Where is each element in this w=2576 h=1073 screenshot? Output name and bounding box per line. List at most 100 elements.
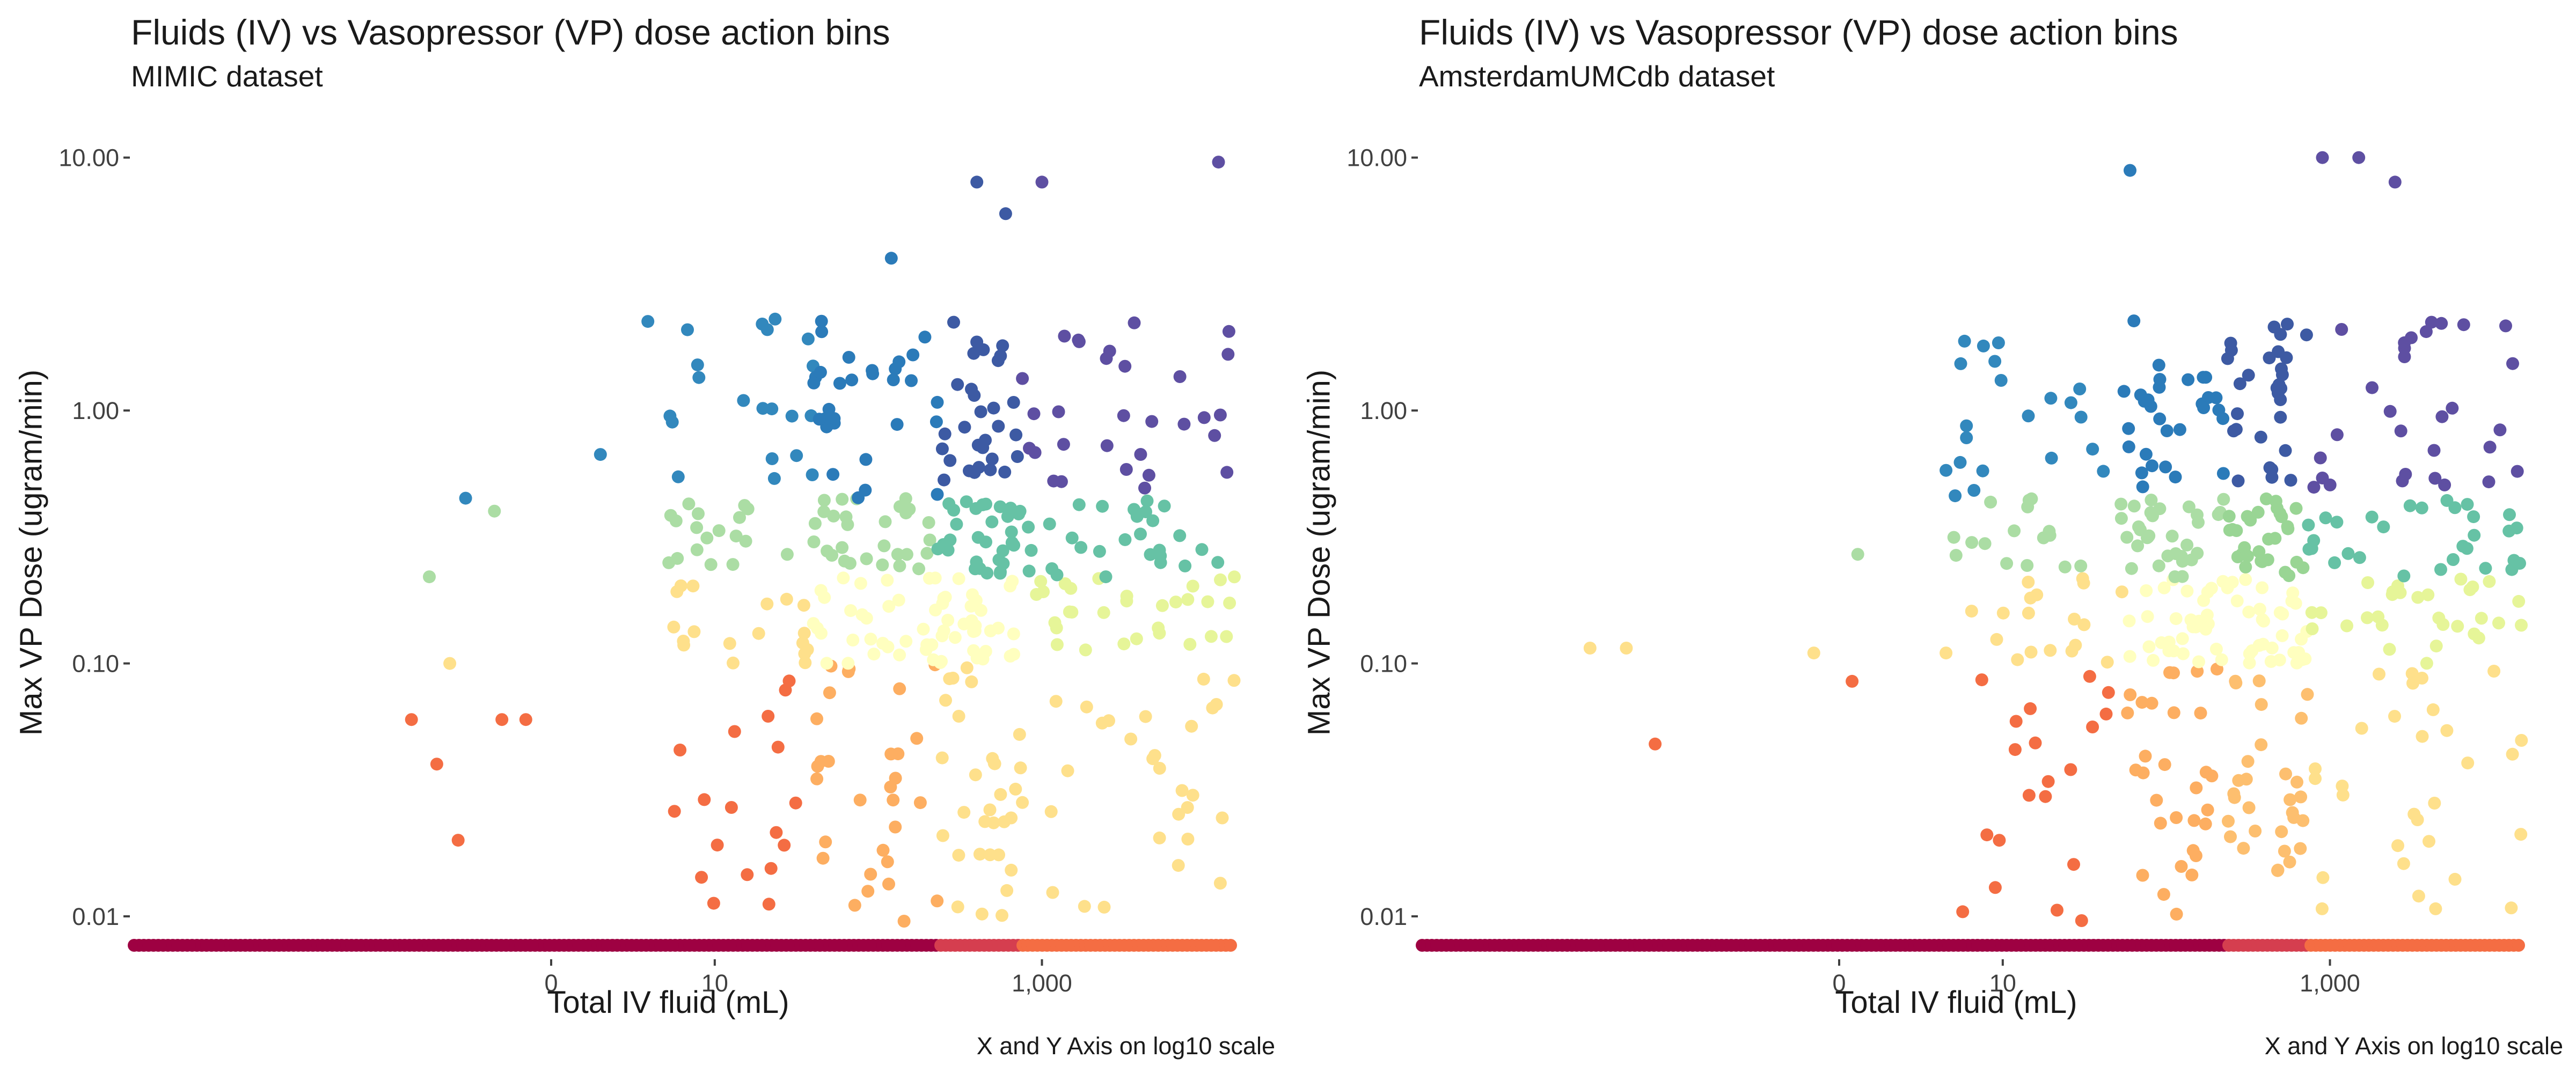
action-bin-point xyxy=(1050,568,1064,582)
action-bin-point xyxy=(2309,772,2322,785)
action-bin-point xyxy=(992,420,1005,433)
action-bin-point xyxy=(2068,613,2081,626)
action-bin-point xyxy=(1009,782,1022,796)
action-bin-point xyxy=(1097,606,1110,619)
action-bin-point xyxy=(806,468,819,481)
zero-dose-point xyxy=(1224,939,1237,952)
action-bin-point xyxy=(756,318,769,330)
action-bin-point xyxy=(2361,611,2374,624)
action-bin-point xyxy=(952,849,965,862)
action-bin-point xyxy=(1984,495,1997,509)
action-bin-point xyxy=(1118,359,1132,373)
outlier-point xyxy=(1649,737,1662,751)
action-bin-point xyxy=(2201,585,2214,599)
action-bin-point xyxy=(1179,559,1192,572)
action-bin-point xyxy=(2244,513,2257,527)
action-bin-point xyxy=(737,394,750,407)
action-bin-point xyxy=(2415,501,2428,515)
action-bin-point xyxy=(1050,638,1064,651)
action-bin-point xyxy=(2083,670,2096,683)
action-bin-point xyxy=(893,559,906,572)
action-bin-point xyxy=(2461,756,2475,770)
action-bin-point xyxy=(1181,833,1195,846)
action-bin-point xyxy=(854,577,867,590)
action-bin-point xyxy=(2254,430,2267,444)
action-bin-point xyxy=(942,497,956,510)
action-bin-point xyxy=(939,694,952,707)
action-bin-point xyxy=(2123,614,2136,628)
action-bin-point xyxy=(819,835,832,849)
action-bin-point xyxy=(2115,585,2128,599)
action-bin-point xyxy=(890,418,904,431)
action-bin-point xyxy=(2309,762,2322,775)
y-axis-label: Max VP Dose (ugram/min) xyxy=(1301,369,1337,736)
action-bin-point xyxy=(935,751,949,765)
scatter-plot-mimic: 0.01 0.10 1.00 10.00 0 10 1,000 xyxy=(58,144,1241,997)
action-bin-point xyxy=(867,648,881,661)
action-bin-point xyxy=(992,621,1005,635)
action-bin-point xyxy=(2454,572,2468,586)
action-bin-point xyxy=(2487,665,2501,678)
action-bin-point xyxy=(728,725,741,738)
action-bin-point xyxy=(2022,789,2036,802)
action-bin-point xyxy=(2124,688,2137,701)
action-bin-point xyxy=(1204,630,1218,643)
action-bin-point xyxy=(900,548,913,561)
action-bin-point xyxy=(1158,499,1171,513)
action-bin-point xyxy=(2176,632,2189,645)
action-bin-point xyxy=(764,862,778,875)
action-bin-point xyxy=(859,453,873,466)
action-bin-point xyxy=(2397,569,2411,583)
action-bin-point xyxy=(2305,542,2318,555)
action-bin-point xyxy=(2405,667,2419,680)
action-bin-point xyxy=(2426,703,2440,716)
action-bin-point xyxy=(967,347,980,360)
action-bin-point xyxy=(2011,653,2024,666)
action-bin-point xyxy=(1155,599,1169,612)
action-bin-point xyxy=(738,499,751,512)
action-bin-point xyxy=(2135,696,2149,709)
action-bin-point xyxy=(2264,655,2278,668)
outlier-point xyxy=(1988,881,2002,894)
action-bin-point xyxy=(952,710,965,723)
action-bin-point xyxy=(943,454,957,467)
action-bin-point xyxy=(2160,424,2174,437)
action-bin-point xyxy=(938,427,952,440)
action-bin-point xyxy=(2275,510,2288,524)
action-bin-point xyxy=(2024,645,2038,659)
action-bin-point xyxy=(1049,695,1063,708)
action-bin-point xyxy=(2199,817,2212,831)
action-bin-point xyxy=(2256,581,2269,594)
action-bin-point xyxy=(2515,619,2528,632)
action-bin-point xyxy=(923,533,936,547)
x-tick-label: 10 xyxy=(1989,969,2016,997)
action-bin-point xyxy=(2251,505,2265,519)
action-bin-point xyxy=(876,637,889,650)
action-bin-point xyxy=(1057,438,1070,451)
action-bin-point xyxy=(2429,640,2443,653)
action-bin-point xyxy=(2135,466,2148,480)
outlier-point xyxy=(1583,642,1597,655)
action-bin-point xyxy=(2043,525,2056,538)
action-bin-point xyxy=(2077,618,2091,631)
action-bin-point xyxy=(2186,844,2200,857)
action-bin-point xyxy=(2131,539,2145,553)
action-bin-point xyxy=(669,514,683,527)
action-bin-point xyxy=(937,538,950,551)
action-bin-point xyxy=(2330,428,2344,442)
action-bin-point xyxy=(690,521,704,534)
action-bin-point xyxy=(861,885,875,898)
action-bin-point xyxy=(2267,320,2281,334)
action-bin-point xyxy=(2361,576,2374,589)
action-bin-point xyxy=(770,826,783,839)
action-bin-point xyxy=(1223,597,1236,609)
outlier-point xyxy=(1807,646,1820,660)
action-bin-point xyxy=(1140,494,1154,508)
outlier-point xyxy=(405,713,418,726)
action-bin-point xyxy=(2086,443,2099,456)
action-bin-point xyxy=(2268,532,2282,545)
action-bin-point xyxy=(674,579,687,592)
action-bin-point xyxy=(814,365,827,379)
action-bin-point xyxy=(769,312,782,326)
action-bin-point xyxy=(2238,541,2251,554)
